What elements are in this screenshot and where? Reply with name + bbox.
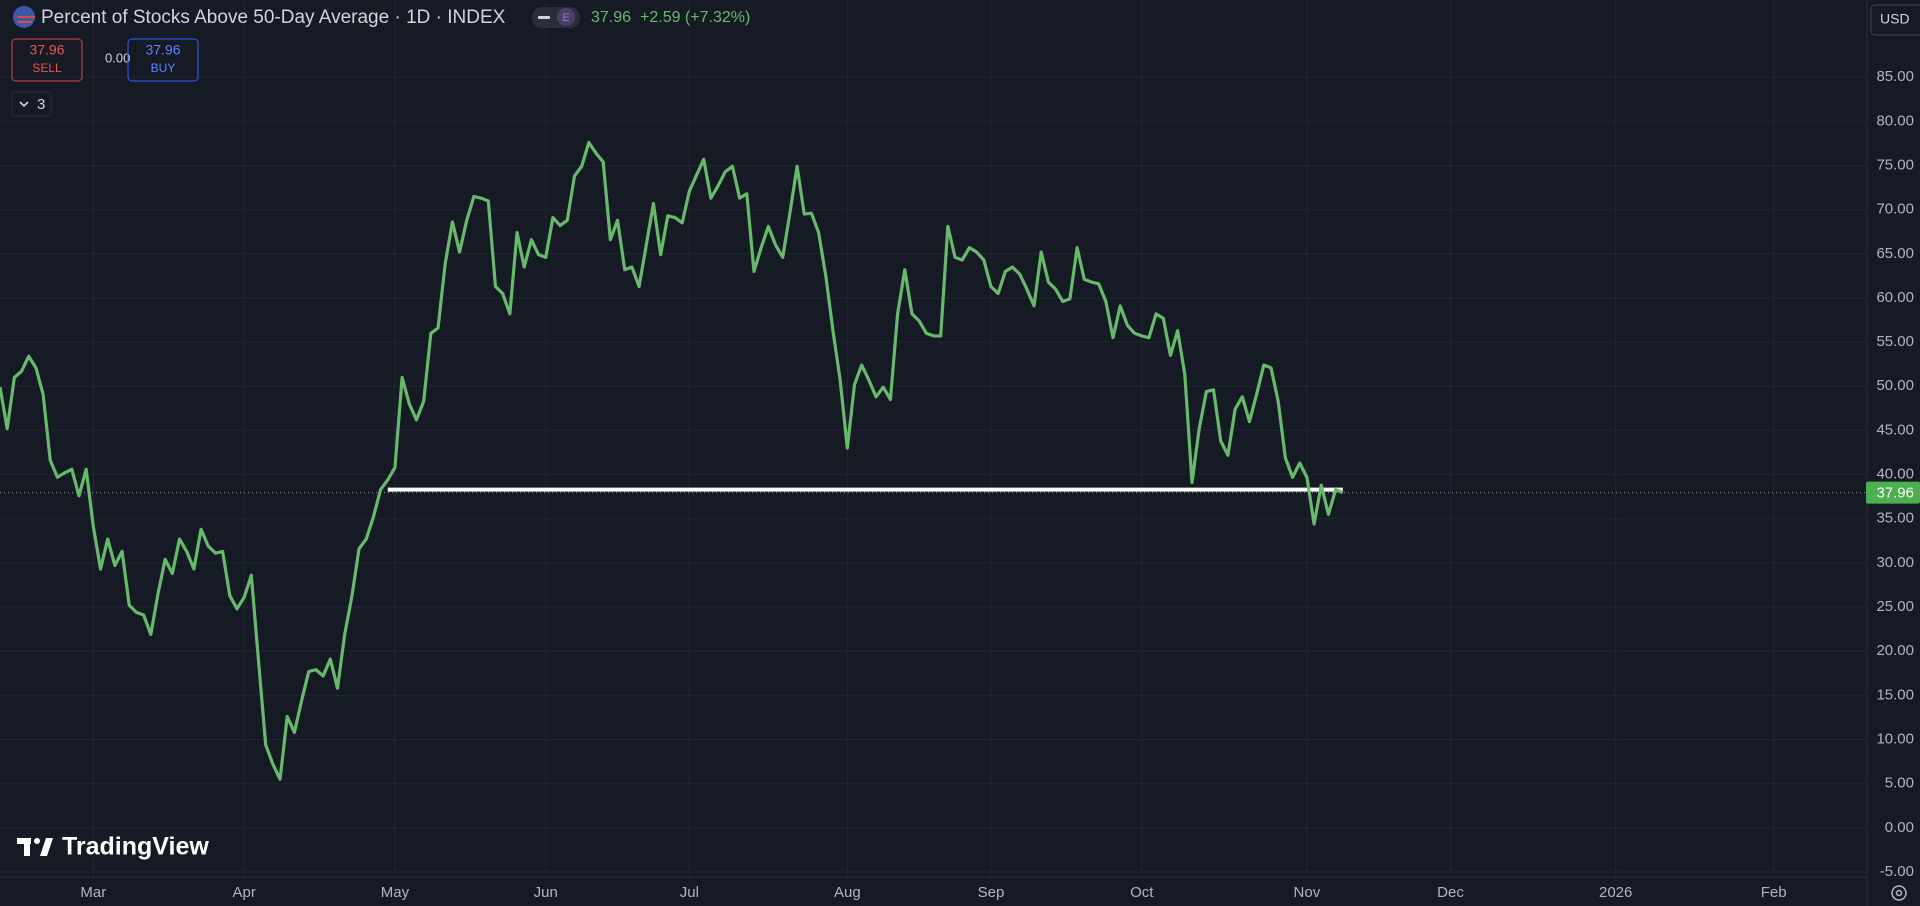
- y-tick-label: 30.00: [1876, 554, 1914, 571]
- chevron-icon: [19, 101, 29, 108]
- brand-name: TradingView: [62, 833, 209, 861]
- x-tick-label: Oct: [1130, 884, 1154, 901]
- y-tick-label: 35.00: [1876, 510, 1914, 527]
- y-tick-label: 65.00: [1876, 245, 1914, 262]
- currency-label: USD: [1880, 11, 1910, 27]
- plot: [0, 140, 1867, 781]
- sell-label: SELL: [32, 61, 62, 75]
- brand: TradingView: [17, 833, 209, 861]
- last-price-box: [1866, 481, 1920, 504]
- badge-label: E: [562, 12, 569, 24]
- header: Percent of Stocks Above 50-Day Average ·…: [11, 6, 750, 117]
- buy-button[interactable]: [127, 38, 199, 82]
- currency-button[interactable]: [1870, 4, 1920, 36]
- badge-icon: [538, 16, 550, 19]
- x-tick-label: May: [381, 884, 410, 901]
- data-line: [0, 140, 1344, 781]
- x-tick-label: Jul: [680, 884, 699, 901]
- y-tick-label: 75.00: [1876, 156, 1914, 173]
- x-tick-label: Dec: [1437, 884, 1464, 901]
- y-tick-label: 5.00: [1885, 775, 1914, 792]
- logo-shape: [34, 838, 40, 844]
- x-tick-label: Apr: [232, 884, 255, 901]
- y-tick-label: 70.00: [1876, 201, 1914, 218]
- y-tick-label: 10.00: [1876, 730, 1914, 747]
- settings-icon-core: [1895, 889, 1903, 897]
- spread: 0.00: [105, 50, 130, 65]
- y-tick-label: 60.00: [1876, 289, 1914, 306]
- y-tick-label: 20.00: [1876, 642, 1914, 659]
- logo-shape: [40, 838, 53, 856]
- last-price: 37.96: [591, 9, 631, 26]
- badge-dot: [557, 8, 575, 26]
- y-tick-label: 40.00: [1876, 466, 1914, 483]
- x-tick-label: Mar: [80, 884, 106, 901]
- y-tick-label: 25.00: [1876, 598, 1914, 615]
- x-tick-label: 2026: [1599, 884, 1632, 901]
- sell-price: 37.96: [29, 42, 64, 58]
- y-tick-label: 55.00: [1876, 333, 1914, 350]
- indicator-count: 3: [37, 96, 45, 113]
- indicator-toggle[interactable]: [11, 91, 52, 117]
- x-tick-label: Aug: [834, 884, 861, 901]
- x-tick-label: Feb: [1761, 884, 1787, 901]
- last-price-label: 37.96: [1876, 485, 1914, 502]
- logo-shape: [24, 838, 30, 856]
- y-tick-label: 0.00: [1885, 819, 1914, 836]
- y-tick-label: -5.00: [1880, 863, 1914, 880]
- settings-icon[interactable]: [1891, 885, 1907, 901]
- x-tick-label: Nov: [1294, 884, 1321, 901]
- y-tick-label: 15.00: [1876, 686, 1914, 703]
- flag-stripe: [18, 16, 35, 18]
- x-tick-label: Sep: [978, 884, 1005, 901]
- buy-label: BUY: [151, 61, 176, 75]
- flag-stripe: [18, 21, 32, 23]
- chart-title: Percent of Stocks Above 50-Day Average ·…: [41, 7, 506, 28]
- y-tick-label: 50.00: [1876, 377, 1914, 394]
- y-tick-label: 85.00: [1876, 68, 1914, 85]
- x-tick-label: Jun: [534, 884, 558, 901]
- buy-price: 37.96: [145, 42, 180, 58]
- y-tick-label: 80.00: [1876, 112, 1914, 129]
- axes: -5.00 0.00 5.00 10.00 15.00 20.00 25.00 30.00 35…: [80, 68, 1920, 901]
- price-change: +2.59 (+7.32%): [640, 9, 750, 26]
- y-tick-label: 45.00: [1876, 421, 1914, 438]
- sell-button[interactable]: [11, 38, 83, 82]
